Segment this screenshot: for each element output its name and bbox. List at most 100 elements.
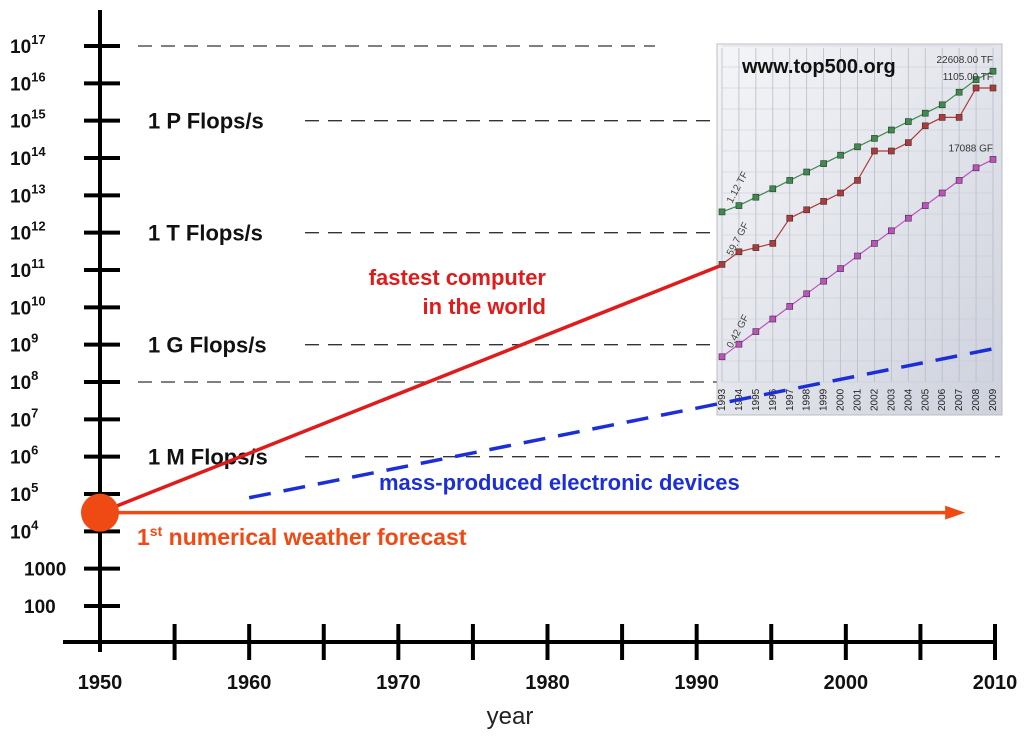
y-tick-exponent: 11: [31, 256, 45, 271]
inset-point: [938, 189, 946, 197]
inset-point: [803, 290, 810, 298]
y-tick-label: 1017: [10, 32, 46, 58]
inset-year-labels: 1993199419951996199719981999200020012002…: [717, 388, 999, 411]
inset-point: [820, 160, 827, 167]
y-tick-label: 1013: [10, 181, 46, 207]
inset-point: [921, 109, 929, 117]
y-tick-label: 1000: [24, 560, 66, 581]
inset-year-label: 2003: [886, 388, 897, 411]
y-tick-label: 1012: [10, 219, 46, 245]
flops-label: 1 P Flops/s: [148, 109, 264, 134]
y-tick-base: 10: [10, 261, 31, 282]
y-tick-label: 1015: [10, 107, 46, 133]
y-tick-base: 10: [10, 448, 31, 469]
y-tick-base: 10: [10, 224, 31, 245]
y-tick-base: 10: [10, 149, 31, 170]
inset-year-label: 2006: [937, 388, 948, 411]
inset-year-label: 1999: [819, 388, 830, 411]
y-tick-base: 10: [10, 373, 31, 394]
weather-label-sup: st: [150, 523, 163, 539]
flops-label: 1 T Flops/s: [148, 221, 263, 246]
inset-background: [716, 43, 1003, 416]
inset-point: [803, 168, 810, 176]
y-tick-base: 1000: [24, 560, 66, 581]
series-labels: fastest computer in the world mass-produce…: [137, 265, 740, 550]
inset-point: [905, 139, 912, 146]
inset-year-label: 1993: [717, 388, 728, 411]
series-lines: [99, 264, 996, 520]
inset-year-label: 1995: [751, 388, 762, 411]
inset-end-label: 17088 GF: [949, 143, 993, 154]
y-tick-label: 105: [10, 480, 38, 506]
y-tick-label: 106: [10, 443, 38, 469]
inset-point: [989, 156, 997, 163]
y-tick-base: 10: [10, 410, 31, 431]
x-tick-label: 1970: [376, 672, 421, 694]
inset-point: [803, 206, 810, 214]
x-tick-label: 1990: [674, 672, 719, 694]
y-tick-label: 1014: [10, 144, 46, 170]
fastest-computer-label-line2: in the world: [423, 294, 546, 319]
y-tick-exponent: 7: [31, 405, 38, 420]
axes: 1001000104105106107108109101010111012101…: [10, 10, 1017, 730]
inset-point: [718, 261, 726, 268]
x-tick-label: 2010: [973, 672, 1018, 694]
inset-point: [955, 177, 963, 184]
inset-point: [735, 340, 743, 348]
x-tick-label: 2000: [824, 672, 869, 694]
y-tick-exponent: 17: [31, 32, 45, 47]
y-tick-label: 1011: [10, 256, 45, 282]
inset-year-label: 2008: [971, 388, 982, 411]
y-tick-exponent: 9: [31, 331, 38, 346]
inset-point: [786, 177, 794, 184]
inset-year-label: 2001: [853, 388, 864, 411]
mass-produced-devices-line: [248, 346, 996, 500]
inset-point: [735, 248, 743, 256]
weather-forecast-label: 1st numerical weather forecast: [137, 523, 467, 550]
inset-point: [972, 164, 980, 172]
y-tick-base: 10: [10, 74, 31, 95]
inset-year-label: 1998: [802, 388, 813, 411]
y-tick-label: 1010: [10, 293, 46, 319]
fastest-computer-line: [99, 264, 720, 515]
inset-point: [786, 303, 794, 310]
inset-point: [718, 353, 726, 361]
y-tick-base: 10: [10, 485, 31, 506]
inset-year-label: 2000: [836, 388, 847, 411]
inset-point: [871, 135, 878, 142]
y-tick-exponent: 6: [31, 443, 38, 458]
y-tick-base: 10: [10, 522, 31, 543]
y-tick-exponent: 13: [31, 181, 45, 196]
inset-point: [752, 193, 760, 201]
inset-point: [854, 252, 861, 260]
arrow-head: [945, 505, 966, 520]
inset-point: [820, 277, 827, 285]
inset-point: [837, 189, 844, 197]
fastest-computer-label-line1: fastest computer: [369, 265, 547, 290]
x-axis-title: year: [487, 703, 534, 730]
y-tick-exponent: 12: [31, 219, 45, 234]
inset-point: [921, 202, 929, 209]
inset-year-label: 2009: [988, 388, 999, 411]
x-tick-label: 1960: [227, 672, 272, 694]
inset-point: [871, 240, 878, 247]
inset-point: [955, 88, 963, 96]
inset-title: www.top500.org: [741, 56, 896, 78]
y-tick-base: 10: [10, 112, 31, 133]
y-tick-exponent: 14: [31, 144, 46, 159]
y-tick-exponent: 4: [31, 517, 39, 532]
inset-point: [972, 76, 980, 83]
y-tick-base: 10: [10, 37, 31, 58]
flops-label: 1 G Flops/s: [148, 333, 267, 358]
y-tick-label: 104: [10, 517, 39, 543]
inset-year-label: 1996: [768, 388, 779, 411]
flops-label: 1 M Flops/s: [148, 445, 268, 470]
x-tick-label: 1950: [78, 672, 123, 694]
y-tick-exponent: 10: [31, 293, 45, 308]
inset-point: [972, 84, 980, 92]
inset-year-label: 2002: [869, 388, 880, 411]
y-tick-exponent: 8: [31, 368, 38, 383]
mass-produced-devices-label: mass-produced electronic devices: [379, 470, 740, 495]
inset-year-label: 1997: [785, 388, 796, 411]
weather-label-base: 1: [137, 524, 150, 550]
